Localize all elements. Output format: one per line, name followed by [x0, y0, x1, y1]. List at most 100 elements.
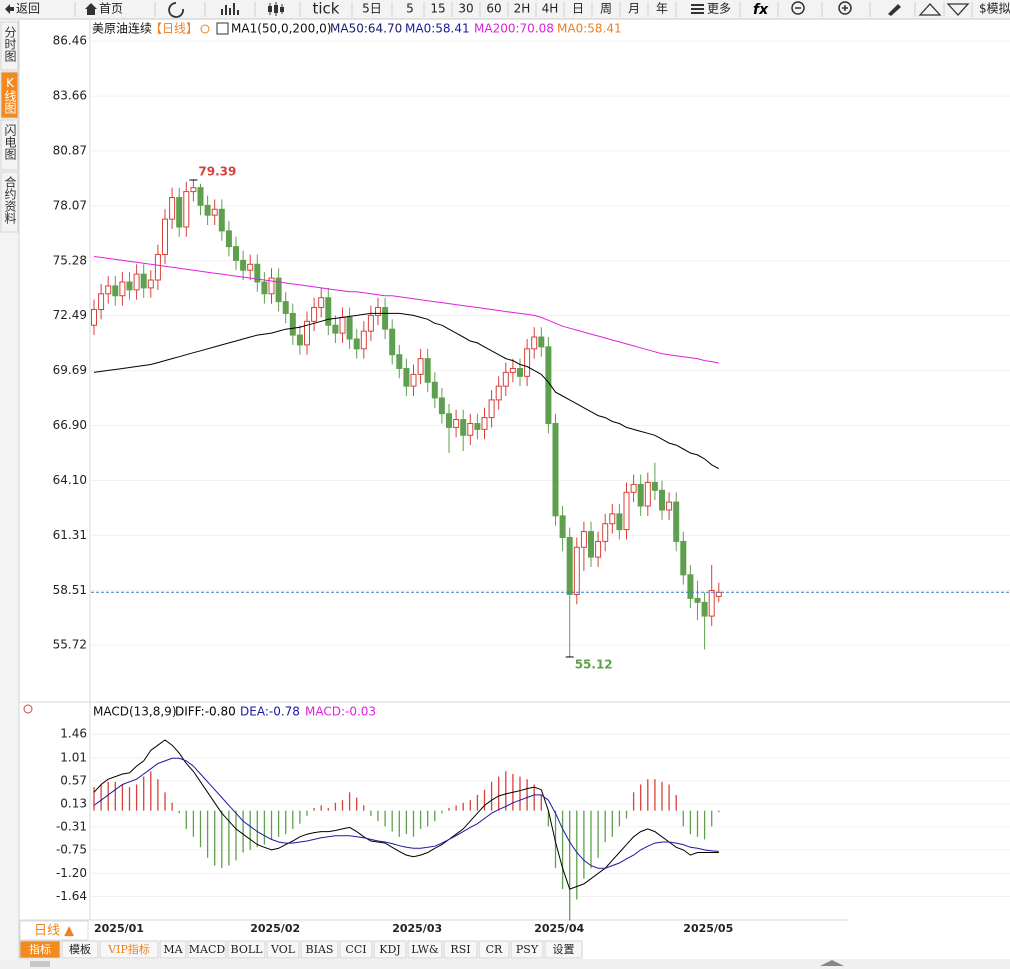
zoom-out-icon[interactable]: [791, 1, 805, 15]
candle-body: [453, 419, 460, 428]
bars-icon[interactable]: [221, 3, 239, 15]
settings-icon[interactable]: [23, 704, 33, 714]
indicator-tab-bg[interactable]: [61, 940, 99, 959]
indicator-tab-bg[interactable]: [159, 940, 187, 959]
toolbar-button[interactable]: 周: [600, 2, 612, 16]
sidebar-tab-bg[interactable]: [0, 71, 19, 119]
indicator-tab-bg[interactable]: [510, 940, 544, 959]
candle-body: [609, 513, 616, 525]
candle-body: [424, 358, 431, 383]
indicator-tab[interactable]: PSY: [516, 943, 539, 956]
indicator-tab[interactable]: BOLL: [231, 943, 264, 956]
indicator-tab[interactable]: KDJ: [379, 943, 400, 956]
indicator-tab[interactable]: LW&: [411, 943, 439, 956]
home-icon[interactable]: [85, 3, 97, 15]
period-label: 【日线】: [150, 22, 198, 36]
toolbar-button[interactable]: 年: [656, 2, 668, 16]
sidebar-tab[interactable]: K线图: [3, 76, 17, 114]
scrollbar[interactable]: [0, 959, 1010, 969]
toolbar-button[interactable]: 30: [458, 2, 473, 16]
indicator-tab[interactable]: MA: [163, 943, 183, 956]
candle-body: [524, 348, 531, 377]
sidebar-bg: [0, 20, 19, 969]
scroll-arrow[interactable]: [820, 960, 844, 966]
indicator-tab[interactable]: MACD: [189, 943, 226, 956]
indicator-tab-bg[interactable]: [99, 940, 159, 959]
indicator-name: MA1(50,0,200,0): [231, 22, 331, 36]
candle-body: [296, 334, 303, 346]
candle-icon-body[interactable]: [280, 7, 284, 12]
indicator-tab[interactable]: RSI: [450, 943, 470, 956]
zoom-in-icon[interactable]: [842, 5, 848, 11]
indicator-tab[interactable]: VIP指标: [107, 942, 150, 956]
pen-icon[interactable]: [888, 4, 901, 16]
sidebar-tab-bg[interactable]: [0, 21, 19, 71]
legend-entry: MA0:58.41: [557, 22, 622, 36]
period-selector[interactable]: 日线 ▲: [34, 924, 74, 939]
indicator-tab[interactable]: BIAS: [306, 943, 334, 956]
candle-body: [304, 320, 310, 346]
sidebar-tab[interactable]: 分时图: [3, 26, 17, 62]
indicator-tab[interactable]: CR: [486, 943, 503, 956]
indicator-tab-bg[interactable]: [266, 940, 300, 959]
candle-body: [119, 281, 126, 297]
y-tick-label: -0.75: [56, 842, 87, 856]
toolbar-button[interactable]: 月: [628, 2, 640, 16]
indicator-tab-bg[interactable]: [544, 940, 583, 959]
scroll-thumb[interactable]: [30, 961, 50, 967]
sidebar-tab[interactable]: 合约资料: [3, 175, 17, 224]
toolbar-button[interactable]: 60: [486, 2, 501, 16]
toolbar-button[interactable]: 日: [572, 2, 584, 16]
fx-icon[interactable]: fx: [753, 2, 769, 18]
add-icon[interactable]: [200, 24, 210, 34]
down-icon[interactable]: [946, 3, 970, 16]
indicator-tab[interactable]: VOL: [270, 943, 296, 956]
refresh-icon[interactable]: [168, 2, 184, 18]
sidebar-tab[interactable]: 闪电图: [3, 124, 17, 160]
period-box[interactable]: [19, 920, 89, 941]
toolbar-button[interactable]: 返回: [16, 2, 40, 16]
indicator-tab-bg[interactable]: [300, 940, 339, 959]
indicator-tab-bg[interactable]: [187, 940, 227, 959]
toolbar-button[interactable]: 15: [430, 2, 445, 16]
toolbar-button[interactable]: 5: [406, 2, 414, 16]
candle-body: [346, 316, 353, 340]
indicator-tab[interactable]: 指标: [29, 942, 51, 956]
sidebar-tab-bg[interactable]: [0, 171, 19, 233]
candle-body: [488, 399, 495, 419]
candle-icon-body[interactable]: [268, 6, 272, 12]
back-icon[interactable]: [5, 4, 14, 14]
candle-icon-body[interactable]: [274, 5, 278, 13]
x-tick-label: 2025/02: [250, 922, 300, 935]
candle-body: [637, 483, 644, 507]
indicator-icon[interactable]: [216, 22, 229, 35]
indicator-tab-bg[interactable]: [19, 940, 61, 959]
toolbar-button[interactable]: 首页: [99, 2, 123, 16]
indicator-tab[interactable]: CCI: [345, 943, 366, 956]
indicator-tab-bg[interactable]: [478, 940, 510, 959]
sidebar-tab-bg[interactable]: [0, 119, 19, 171]
indicator-tab[interactable]: 设置: [553, 943, 575, 956]
toolbar-button[interactable]: 5日: [362, 2, 382, 16]
toolbar-button[interactable]: 2H: [514, 2, 531, 16]
zoom-in-icon[interactable]: [838, 1, 852, 15]
more-icon[interactable]: [691, 4, 704, 14]
toolbar-button[interactable]: tick: [313, 0, 340, 18]
indicator-tab-bg[interactable]: [373, 940, 407, 959]
toolbar-button[interactable]: 更多: [707, 2, 731, 16]
x-tick-label: 2025/05: [683, 922, 733, 935]
indicator-tab[interactable]: 模板: [69, 942, 91, 956]
indicator-tab-bg[interactable]: [443, 940, 478, 959]
indicator-tab-bg[interactable]: [407, 940, 443, 959]
candle-body: [410, 373, 417, 387]
toolbar-button[interactable]: $模拟: [979, 2, 1010, 16]
candle-body: [517, 367, 523, 377]
indicator-tab-bg[interactable]: [339, 940, 373, 959]
candle-body: [509, 367, 516, 373]
candle-body: [680, 540, 687, 576]
up-icon[interactable]: [918, 3, 942, 16]
indicator-tab-bg[interactable]: [227, 940, 266, 959]
low-label: 55.12: [575, 657, 613, 671]
toolbar-button[interactable]: 4H: [542, 2, 559, 16]
